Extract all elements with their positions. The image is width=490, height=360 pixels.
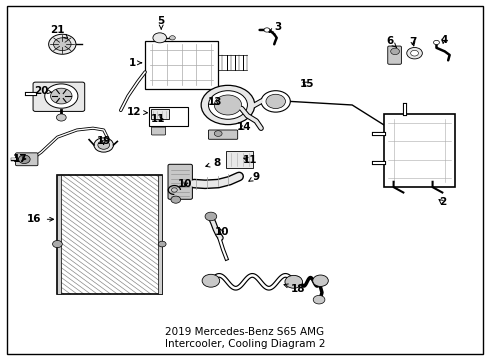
Text: 2019 Mercedes-Benz S65 AMG
Intercooler, Cooling Diagram 2: 2019 Mercedes-Benz S65 AMG Intercooler, … [165,327,325,348]
Text: 16: 16 [27,214,53,224]
Circle shape [407,48,422,59]
FancyBboxPatch shape [151,127,166,135]
Text: 3: 3 [269,22,282,32]
Circle shape [205,212,217,221]
Text: 15: 15 [300,79,315,89]
Circle shape [202,274,220,287]
FancyBboxPatch shape [168,164,193,199]
FancyBboxPatch shape [33,82,85,111]
Bar [57,175,162,294]
Text: 13: 13 [208,97,222,107]
Text: 5: 5 [158,16,165,29]
Circle shape [434,40,440,45]
Text: 1: 1 [128,58,142,68]
Circle shape [391,48,399,55]
Circle shape [214,95,242,115]
Bar [226,151,253,168]
Text: 12: 12 [126,107,147,117]
Circle shape [56,114,66,121]
Text: 10: 10 [178,179,193,189]
Circle shape [53,38,71,51]
Circle shape [261,91,290,112]
Circle shape [170,36,175,40]
Text: 20: 20 [34,86,51,96]
Circle shape [52,240,62,248]
Circle shape [49,34,76,54]
Circle shape [264,28,270,32]
Text: 18: 18 [284,284,305,294]
Bar [151,109,170,119]
Circle shape [158,241,166,247]
Circle shape [98,141,110,149]
Circle shape [19,155,30,163]
Circle shape [313,296,325,304]
Circle shape [208,91,247,119]
Text: 11: 11 [151,113,166,123]
Text: 8: 8 [206,158,220,168]
Circle shape [94,138,114,152]
Circle shape [266,94,286,109]
Text: 6: 6 [387,36,396,48]
FancyBboxPatch shape [388,46,401,64]
Text: 7: 7 [410,37,417,48]
Text: 10: 10 [214,227,229,237]
Circle shape [171,196,181,203]
Circle shape [214,131,222,136]
Bar [158,175,162,294]
Circle shape [50,88,72,104]
Circle shape [411,50,418,56]
Bar [148,107,188,126]
Text: 17: 17 [13,154,27,163]
Bar [145,41,218,89]
FancyBboxPatch shape [208,130,238,139]
Circle shape [201,85,255,125]
Circle shape [313,275,328,287]
Circle shape [45,84,78,108]
Text: 19: 19 [97,136,111,146]
Text: 11: 11 [243,156,257,165]
Text: 2: 2 [439,197,446,207]
Circle shape [285,275,302,288]
Text: 14: 14 [237,122,251,132]
Circle shape [172,188,177,192]
Bar [57,175,162,294]
Text: 9: 9 [249,172,259,182]
FancyBboxPatch shape [16,153,38,166]
Bar [57,175,61,294]
Circle shape [153,33,167,43]
Text: 21: 21 [50,25,68,38]
Text: 4: 4 [440,35,447,45]
Bar [384,114,455,187]
